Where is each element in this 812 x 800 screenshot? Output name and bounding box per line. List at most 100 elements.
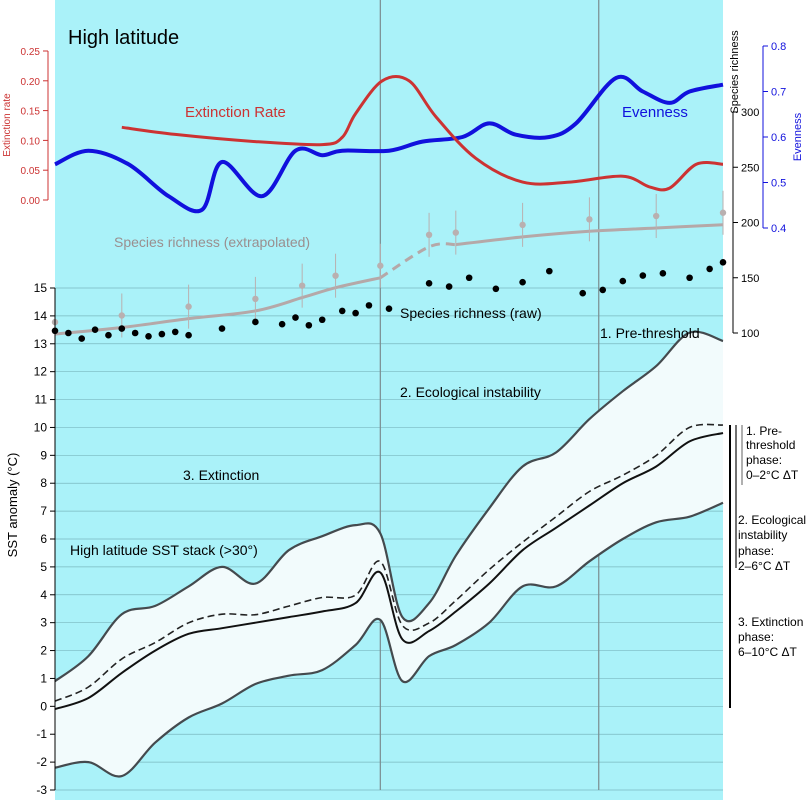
sst_anomaly-tick-label: 4: [40, 588, 47, 602]
richness-raw-point: [492, 285, 500, 293]
sst-lower-envelope: [54, 501, 724, 778]
sst_anomaly-tick-label: 0: [40, 699, 47, 713]
phase-key-inst-3: phase:: [738, 544, 774, 558]
richness-raw-point: [78, 335, 86, 342]
richness-raw-point: [318, 316, 326, 324]
evenness-tick-label: 0.5: [771, 178, 786, 190]
richness-raw-point: [185, 331, 192, 339]
sst_anomaly-tick-label: -2: [36, 755, 47, 769]
extinction_rate-tick-label: 0.25: [21, 47, 41, 58]
extinction_rate-tick-label: 0.05: [21, 166, 41, 177]
richness-raw-point: [131, 329, 139, 337]
extinction-evenness: [54, 74, 724, 214]
richness-extrapolated-point: [298, 282, 306, 289]
richness-raw-point: [292, 314, 299, 321]
richness-raw-point: [118, 325, 126, 332]
richness-extrapolated-point: [252, 295, 259, 303]
evenness-line: [54, 74, 724, 214]
evenness-tick-label: 0.6: [771, 132, 786, 144]
label-extinction-rate: Extinction Rate: [185, 104, 286, 121]
richness-extrapolated-point: [719, 209, 727, 216]
phase-key-pre-3: phase:: [746, 453, 782, 467]
richness-raw-point: [659, 270, 667, 277]
sst_anomaly-tick-label: 13: [34, 337, 48, 351]
sst-stack: [54, 330, 724, 778]
richness-raw-point: [171, 328, 179, 336]
sst_anomaly-tick-label: 11: [35, 393, 48, 407]
extinction-rate-line: [121, 74, 724, 192]
sst_anomaly-tick-label: 15: [34, 281, 48, 295]
richness-raw-point: [252, 318, 259, 326]
richness-extrapolated-gap: [379, 242, 456, 280]
richness-raw-point: [465, 274, 473, 282]
sst_anomaly-tick-label: 5: [40, 560, 47, 574]
sst_anomaly-tick-label: -3: [36, 783, 47, 797]
richness-raw-point: [365, 302, 373, 309]
phase-key-pre-4: 0–2°C ΔT: [746, 468, 799, 482]
richness-axis-title: Species richness: [729, 30, 741, 114]
label-sst-stack: High latitude SST stack (>30°): [70, 542, 258, 558]
sst_anomaly-tick-label: 12: [34, 365, 48, 379]
richness-raw-point: [546, 267, 553, 275]
extinction-rate-axis-title: Extinction rate: [2, 93, 13, 157]
richness-raw-point: [425, 279, 433, 287]
sst-upper-envelope: [54, 330, 724, 683]
chart-title: High latitude: [68, 27, 179, 49]
phase-key-ext-3: 6–10°C ΔT: [738, 645, 798, 659]
label-richness-extrapolated: Species richness (extrapolated): [114, 234, 310, 250]
richness-extrapolated-point: [452, 229, 459, 236]
sst_anomaly-tick-label: 2: [40, 644, 47, 658]
label-richness-raw: Species richness (raw): [400, 305, 542, 321]
evenness-tick-label: 0.8: [771, 41, 786, 53]
sst_anomaly-tick-label: 3: [40, 616, 47, 630]
sst_anomaly-tick-label: 7: [40, 504, 47, 518]
label-phase-extinction: 3. Extinction: [183, 467, 259, 483]
label-phase-instability: 2. Ecological instability: [400, 384, 541, 400]
richness-raw-point: [305, 321, 313, 329]
richness-extrapolated-point: [118, 312, 126, 319]
species_richness-tick-label: 150: [741, 273, 759, 285]
phase-key-ext-2: phase:: [738, 630, 774, 644]
phase-key-inst-1: 2. Ecological: [738, 513, 806, 527]
phase-key-pre-2: threshold: [746, 438, 795, 452]
richness-extrapolated-point: [653, 212, 660, 220]
evenness-axis-title: Evenness: [792, 112, 804, 161]
phase-key-inst-4: 2–6°C ΔT: [738, 559, 791, 573]
sst_anomaly-tick-label: -1: [36, 727, 47, 741]
richness-raw-point: [278, 320, 286, 328]
phase-key-pre-1: 1. Pre-: [746, 424, 782, 438]
phase-key-ext-1: 3. Extinction: [738, 615, 803, 629]
richness-extrapolated-point: [185, 303, 192, 310]
species_richness-tick-label: 300: [741, 107, 759, 119]
richness-raw-point: [158, 330, 166, 338]
richness-raw-point: [105, 331, 112, 339]
richness-raw-point: [579, 289, 587, 297]
richness-extrapolated-point: [425, 231, 433, 239]
sst_anomaly-tick-label: 8: [40, 476, 47, 490]
label-evenness: Evenness: [622, 104, 688, 121]
richness-raw-point: [352, 309, 359, 317]
richness-raw-point: [639, 272, 647, 279]
sst_anomaly-tick-label: 14: [34, 309, 48, 323]
sst-envelope-fill: [55, 331, 723, 777]
richness-extrapolated-point: [332, 272, 339, 279]
richness-raw-point: [619, 277, 627, 285]
richness-raw-point: [686, 274, 693, 282]
richness-raw-point: [719, 258, 727, 266]
richness-raw-point: [706, 265, 713, 273]
extinction_rate-tick-label: 0.10: [21, 136, 41, 147]
richness-raw-point: [65, 329, 72, 337]
richness-extrapolated-point: [519, 221, 526, 229]
extinction_rate-tick-label: 0.20: [21, 77, 41, 88]
richness-raw-point: [91, 326, 99, 333]
richness-extrapolated-point: [377, 262, 384, 269]
sst_anomaly-tick-label: 10: [34, 420, 48, 434]
sst_anomaly-tick-label: 6: [40, 532, 47, 546]
species_richness-tick-label: 100: [741, 328, 759, 340]
sst-stack-line: [54, 432, 724, 711]
label-phase-pre: 1. Pre-threshold: [600, 325, 700, 341]
species_richness-tick-label: 200: [741, 218, 759, 230]
sst_anomaly-tick-label: 9: [40, 448, 47, 462]
